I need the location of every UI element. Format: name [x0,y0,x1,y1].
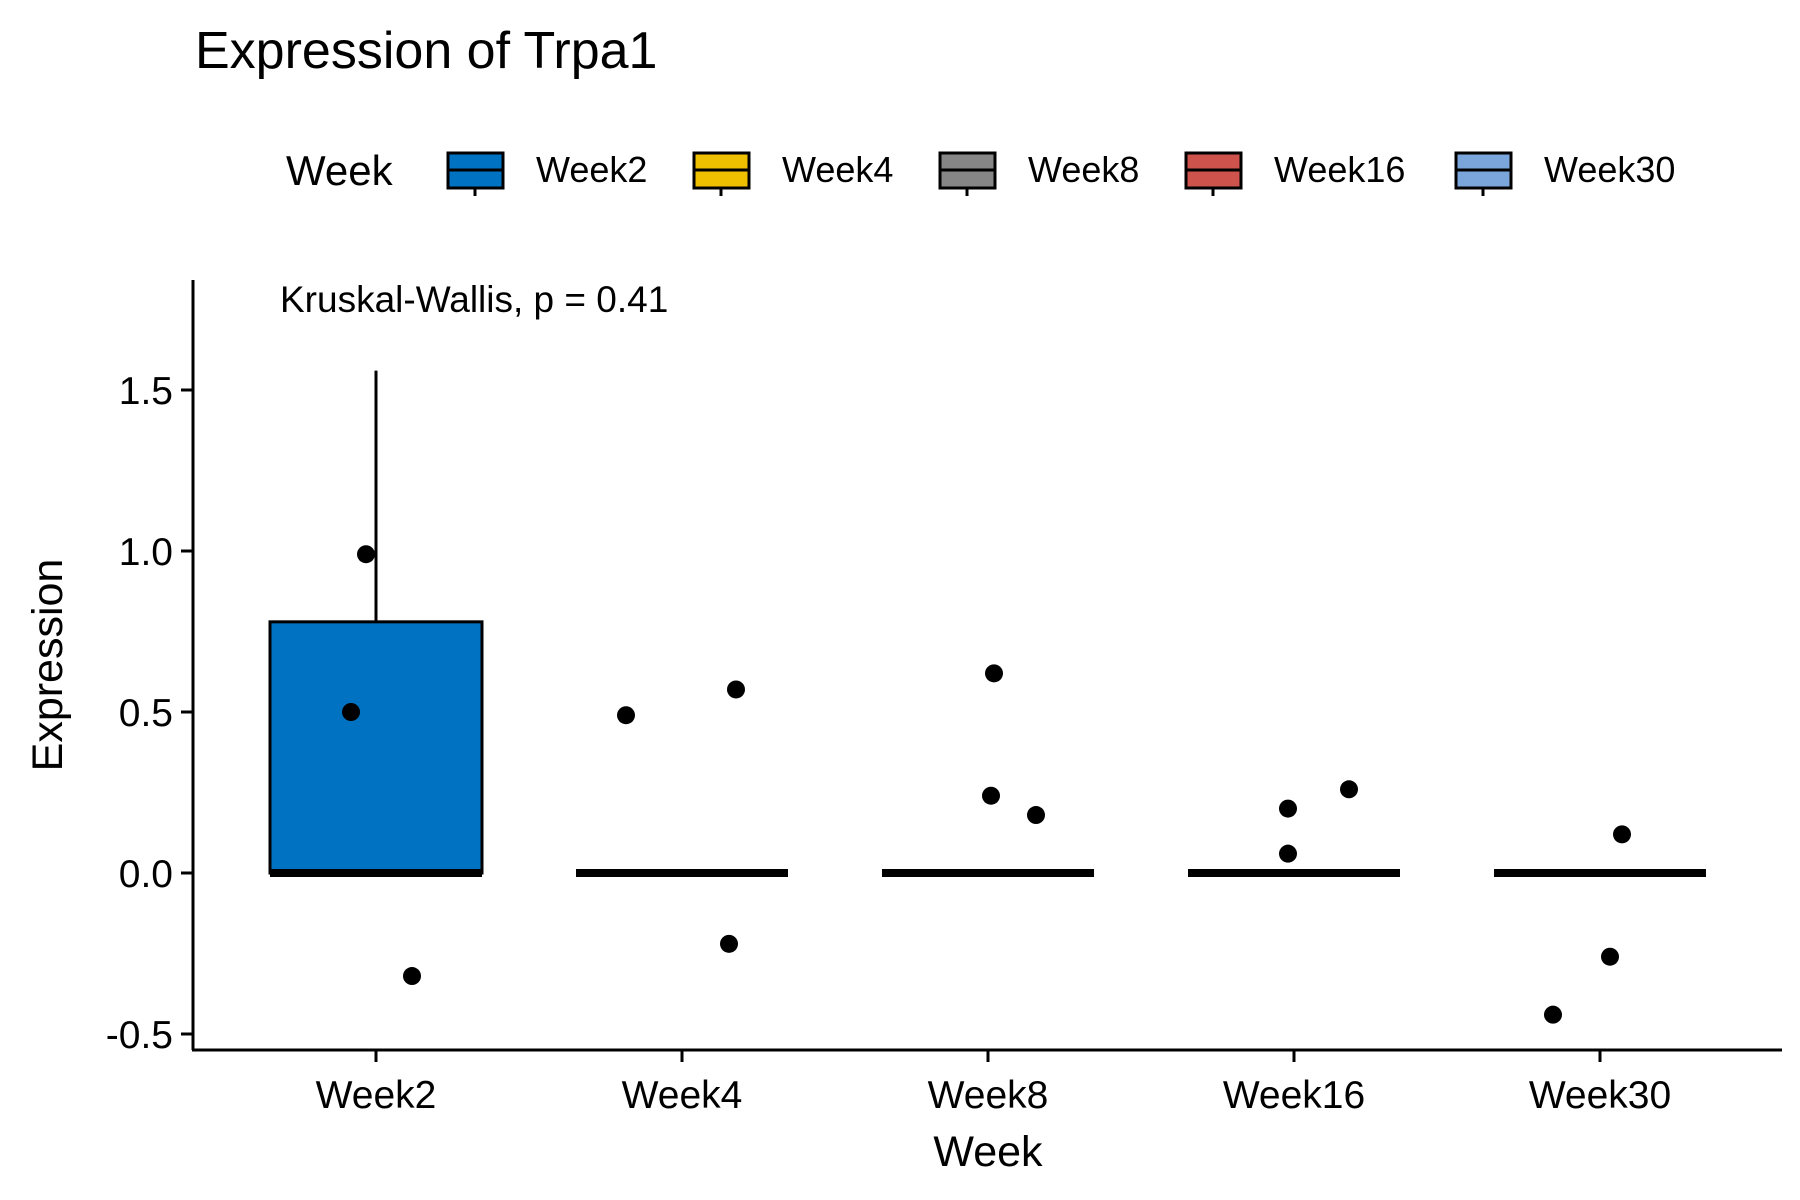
box-week2 [268,620,484,875]
data-points [342,545,1631,1024]
data-point [985,664,1003,683]
legend-item-week16: Week16 [1184,149,1405,196]
data-point [1544,1005,1562,1024]
x-ticks: Week2 Week4 Week8 Week16 Week30 [316,1050,1671,1117]
legend-item-week30: Week30 [1454,149,1675,196]
x-tick-label: Week30 [1529,1074,1671,1117]
data-point [1027,806,1045,825]
data-point [1279,844,1297,863]
legend-item-week8: Week8 [938,149,1139,196]
x-tick-label: Week2 [316,1074,437,1117]
y-tick-label: 0.5 [119,692,173,735]
y-tick-label: 1.0 [119,531,173,574]
y-ticks: -0.5 0.0 0.5 1.0 1.5 [106,370,193,1057]
data-point [720,934,738,953]
data-point [357,545,375,564]
data-point [727,680,745,699]
data-point [1613,825,1631,844]
legend-label: Week4 [782,149,893,190]
data-point [1601,947,1619,966]
y-tick-label: 0.0 [119,853,173,896]
y-axis-label: Expression [24,559,72,772]
data-point [1279,799,1297,818]
legend-title: Week [286,147,394,194]
boxes [268,370,1706,877]
y-tick-label: 1.5 [119,370,173,413]
x-tick-label: Week4 [622,1074,743,1117]
legend-item-week2: Week2 [446,149,647,196]
data-point [1340,780,1358,799]
x-axis-label: Week [933,1128,1043,1176]
data-point [982,786,1000,805]
x-tick-label: Week8 [928,1074,1049,1117]
legend-label: Week2 [536,149,647,190]
legend-label: Week16 [1274,149,1405,190]
y-tick-label: -0.5 [106,1014,173,1057]
x-tick-label: Week16 [1223,1074,1365,1117]
chart-title: Expression of Trpa1 [195,22,657,80]
data-point [403,967,421,986]
legend-item-week4: Week4 [692,149,893,196]
legend: Week Week2 Week4 Week8 Week16 Week30 [286,147,1675,196]
legend-label: Week30 [1544,149,1675,190]
legend-label: Week8 [1028,149,1139,190]
data-point [342,703,360,721]
kruskal-wallis-annotation: Kruskal-Wallis, p = 0.41 [280,279,668,320]
data-point [617,706,635,725]
